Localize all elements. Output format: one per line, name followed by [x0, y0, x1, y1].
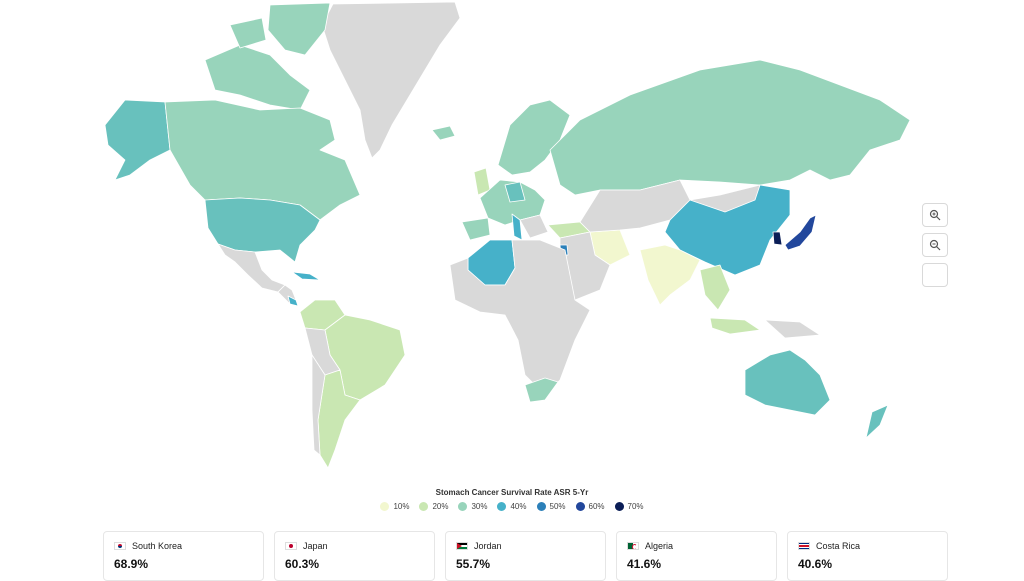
legend-label: 60%: [588, 502, 605, 511]
indonesia[interactable]: [709, 317, 761, 335]
country-name: Costa Rica: [816, 541, 861, 551]
country-value: 41.6%: [627, 557, 662, 571]
new-zealand[interactable]: [865, 404, 889, 439]
country-name: Japan: [303, 541, 328, 551]
fullscreen-icon: [929, 269, 941, 281]
legend-label: 70%: [627, 502, 644, 511]
legend-item[interactable]: 10%: [380, 502, 409, 511]
africa[interactable]: [449, 239, 591, 396]
balkans[interactable]: [519, 214, 549, 239]
legend-swatch: [419, 502, 429, 511]
zoom-in-button[interactable]: [922, 203, 948, 227]
zoom-out-button[interactable]: [922, 233, 948, 257]
country-card[interactable]: Japan 60.3%: [274, 531, 435, 581]
country-name: South Korea: [132, 541, 183, 551]
indonesia-east[interactable]: [764, 319, 821, 339]
legend-swatch: [380, 502, 390, 511]
canada-arctic-islands[interactable]: [267, 2, 331, 56]
canada[interactable]: [164, 99, 361, 221]
cuba[interactable]: [291, 271, 321, 281]
country-card[interactable]: South Korea 68.9%: [103, 531, 264, 581]
central-asia[interactable]: [579, 179, 691, 233]
legend-item[interactable]: 70%: [614, 502, 644, 511]
chile[interactable]: [311, 354, 326, 456]
southeast-asia[interactable]: [699, 264, 731, 311]
legend-label: 30%: [471, 502, 488, 511]
alaska[interactable]: [104, 99, 171, 181]
country-value: 55.7%: [456, 557, 491, 571]
legend: 10% 20% 30% 40% 50% 60% 70%: [0, 502, 1024, 511]
algeria-flag-icon: [627, 542, 639, 550]
legend-item[interactable]: 20%: [419, 502, 448, 511]
legend-swatch: [536, 502, 546, 511]
western-europe[interactable]: [479, 179, 546, 226]
russia[interactable]: [549, 59, 911, 196]
india[interactable]: [639, 244, 701, 306]
country-value: 68.9%: [114, 557, 149, 571]
japan[interactable]: [784, 214, 817, 251]
country-card[interactable]: Algeria 41.6%: [616, 531, 777, 581]
zoom-in-icon: [929, 209, 941, 221]
legend-swatch: [614, 502, 624, 511]
country-card[interactable]: Costa Rica 40.6%: [787, 531, 948, 581]
world-choropleth-map[interactable]: [0, 0, 1024, 480]
top-countries-cards: South Korea 68.9% Japan 60.3% Jordan 55.…: [103, 531, 948, 581]
germany[interactable]: [504, 181, 526, 203]
legend-label: 40%: [510, 502, 527, 511]
australia[interactable]: [744, 349, 831, 416]
united-states[interactable]: [204, 197, 321, 263]
legend-swatch: [497, 502, 507, 511]
country-name: Algeria: [645, 541, 674, 551]
scandinavia[interactable]: [497, 99, 571, 176]
legend-title: Stomach Cancer Survival Rate ASR 5-Yr: [435, 488, 589, 497]
legend-swatch: [575, 502, 585, 511]
mongolia[interactable]: [689, 184, 761, 213]
south-korea-flag-icon: [114, 542, 126, 550]
south-korea[interactable]: [772, 231, 783, 246]
legend-item[interactable]: 30%: [458, 502, 487, 511]
country-card[interactable]: Jordan 55.7%: [445, 531, 606, 581]
legend-label: 20%: [432, 502, 449, 511]
costa-rica-flag-icon: [798, 542, 810, 550]
legend-label: 50%: [549, 502, 566, 511]
canada-arctic-islands[interactable]: [204, 44, 311, 111]
country-value: 40.6%: [798, 557, 833, 571]
jordan-flag-icon: [456, 542, 468, 550]
legend-swatch: [458, 502, 468, 511]
costa-rica[interactable]: [287, 295, 299, 307]
legend-label: 10%: [393, 502, 410, 511]
iberia[interactable]: [461, 217, 491, 241]
legend-item[interactable]: 50%: [536, 502, 566, 511]
legend-item[interactable]: 60%: [575, 502, 605, 511]
zoom-out-icon: [929, 239, 941, 251]
country-name: Jordan: [474, 541, 502, 551]
south-africa[interactable]: [524, 377, 559, 403]
iceland[interactable]: [431, 125, 456, 141]
greenland[interactable]: [321, 1, 461, 159]
canada-arctic-islands[interactable]: [229, 17, 267, 49]
japan-flag-icon: [285, 542, 297, 550]
country-value: 60.3%: [285, 557, 320, 571]
fullscreen-button[interactable]: [922, 263, 948, 287]
legend-item[interactable]: 40%: [497, 502, 527, 511]
